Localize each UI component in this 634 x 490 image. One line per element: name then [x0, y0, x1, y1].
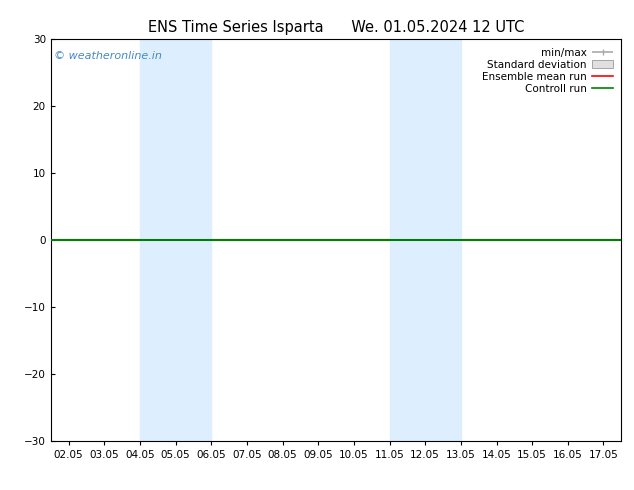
Text: © weatheronline.in: © weatheronline.in — [53, 51, 162, 61]
Legend: min/max, Standard deviation, Ensemble mean run, Controll run: min/max, Standard deviation, Ensemble me… — [479, 45, 616, 97]
Bar — [389, 39, 461, 441]
Bar — [140, 39, 211, 441]
Title: ENS Time Series Isparta      We. 01.05.2024 12 UTC: ENS Time Series Isparta We. 01.05.2024 1… — [148, 20, 524, 35]
